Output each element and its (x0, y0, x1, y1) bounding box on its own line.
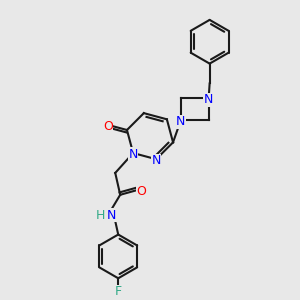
Text: O: O (103, 120, 113, 133)
Text: N: N (176, 115, 185, 128)
Text: N: N (204, 93, 213, 106)
Text: H: H (96, 209, 105, 222)
Text: O: O (136, 185, 146, 198)
Text: F: F (115, 285, 122, 298)
Text: N: N (152, 154, 161, 167)
Text: N: N (128, 148, 138, 161)
Text: N: N (106, 209, 116, 222)
